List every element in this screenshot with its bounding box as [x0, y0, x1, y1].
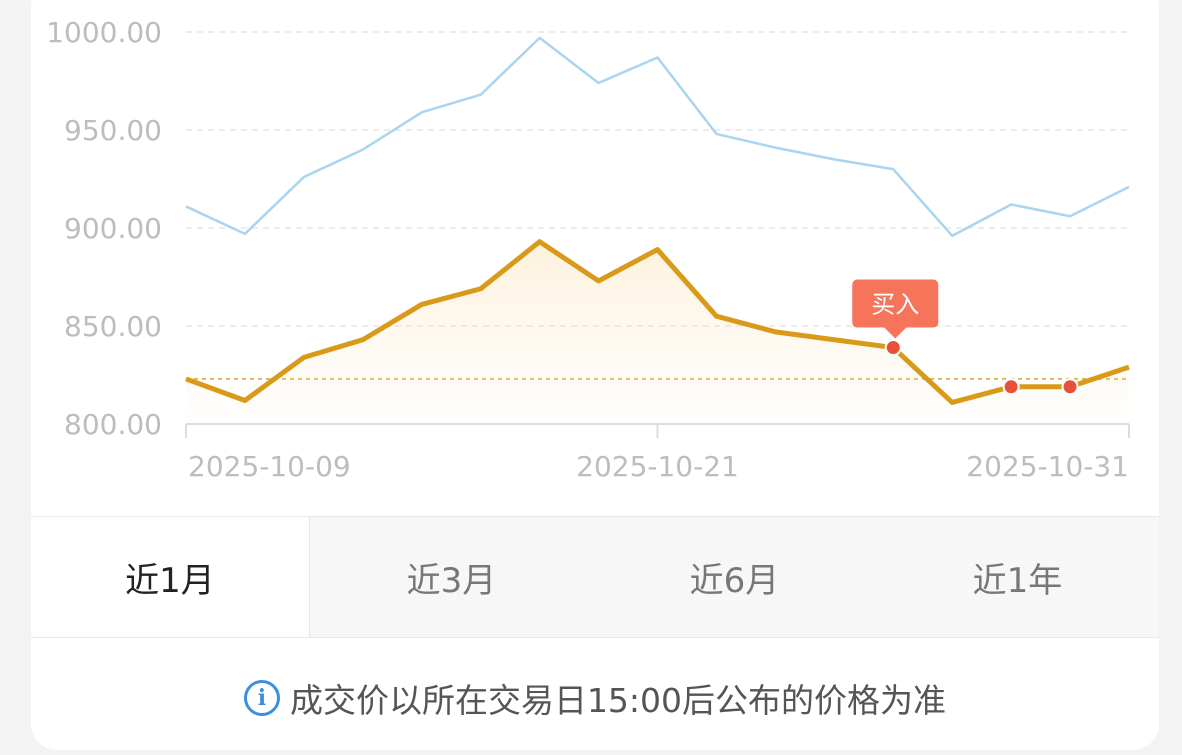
y-tick-label: 800.00 [64, 408, 162, 441]
blue-series-line [185, 36, 1130, 238]
y-tick-label: 1000.00 [46, 16, 162, 49]
price-chart: 1000.00 950.00 900.00 850.00 800.00 买入 2025-… [46, 16, 1130, 483]
x-tick-label: 2025-10-31 [966, 450, 1129, 483]
trade-marker [1061, 378, 1079, 396]
period-tabs: 近1月 近3月 近6月 近1年 [31, 516, 1159, 638]
tab-1-year[interactable]: 近1年 [972, 560, 1063, 601]
y-tick-label: 900.00 [64, 212, 162, 245]
trade-marker [884, 339, 902, 357]
buy-label: 买入 [871, 291, 919, 319]
price-notice: i 成交价以所在交易日15:00后公布的价格为准 [31, 650, 1159, 746]
tab-3-months[interactable]: 近3月 [406, 560, 497, 601]
y-tick-label: 850.00 [64, 310, 162, 343]
x-tick-label: 2025-10-21 [576, 450, 739, 483]
buy-callout [852, 279, 939, 328]
tab-1-month[interactable]: 近1月 [31, 517, 310, 637]
buy-callout-pointer [884, 327, 907, 339]
x-tick-label: 2025-10-09 [188, 450, 351, 483]
trade-marker [1002, 378, 1020, 396]
notice-text: 成交价以所在交易日15:00后公布的价格为准 [289, 681, 947, 720]
area-fill [186, 241, 1129, 424]
y-tick-label: 950.00 [64, 114, 162, 147]
gold-series-line [185, 239, 1130, 405]
info-icon: i [243, 680, 280, 716]
tab-6-months[interactable]: 近6月 [689, 560, 780, 601]
